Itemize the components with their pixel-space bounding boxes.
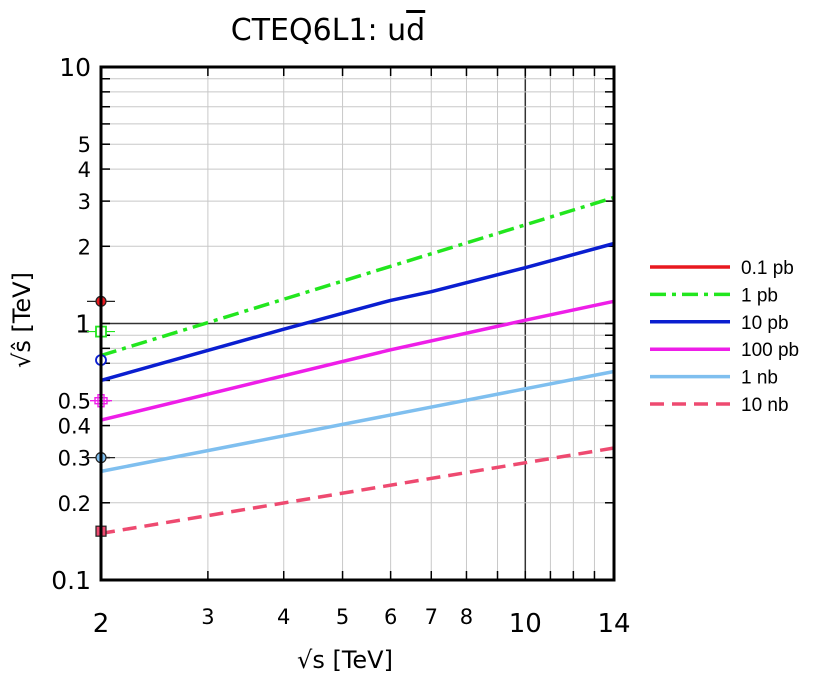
legend-label: 1 nb <box>741 368 778 389</box>
y-tick-label: 1 <box>75 310 91 339</box>
y-tick-label: 0.5 <box>58 390 91 414</box>
y-tick-label: 3 <box>78 190 91 214</box>
legend-label: 10 nb <box>741 395 789 416</box>
series-line <box>100 299 615 422</box>
x-tick-label: 4 <box>277 605 290 629</box>
legend-label: 100 pb <box>741 340 799 361</box>
x-tick-label: 7 <box>425 605 438 629</box>
chart-title: CTEQ6L1: ud <box>231 13 425 48</box>
x-tick-label: 6 <box>384 605 397 629</box>
y-tick-label: 10 <box>59 53 91 82</box>
plot-frame <box>99 65 616 582</box>
x-tick-label: 5 <box>336 605 349 629</box>
legend-label: 1 pb <box>741 285 778 306</box>
series-lines <box>100 195 615 536</box>
y-tick-label: 0.4 <box>58 415 91 439</box>
legend-label: 10 pb <box>741 313 789 334</box>
series-line <box>100 369 615 474</box>
legend-label: 0.1 pb <box>741 258 794 279</box>
x-tick-label: 3 <box>201 605 214 629</box>
series-line <box>100 446 615 536</box>
y-tick-label: 0.2 <box>58 492 91 516</box>
y-tick-label: 0.3 <box>58 447 91 471</box>
series-line <box>100 195 615 358</box>
series-line <box>100 241 615 383</box>
x-tick-label: 10 <box>509 609 542 639</box>
grid <box>101 67 614 580</box>
x-tick-label: 2 <box>93 609 110 639</box>
chart-title-bar-part: d <box>406 13 425 48</box>
x-tick-label: 8 <box>460 605 473 629</box>
y-tick-label: 2 <box>78 235 91 259</box>
x-axis-title: √s [TeV] <box>297 646 393 674</box>
legend: 0.1 pb 1 pb 10 pb 100 pb 1 nb 10 nb <box>650 258 799 416</box>
y-tick-label: 5 <box>78 133 91 157</box>
y-tick-label: 4 <box>78 158 91 182</box>
x-tick-label: 14 <box>597 609 630 639</box>
y-axis-title: √ŝ [TeV] <box>8 272 36 368</box>
y-tick-label: 0.1 <box>51 566 91 595</box>
